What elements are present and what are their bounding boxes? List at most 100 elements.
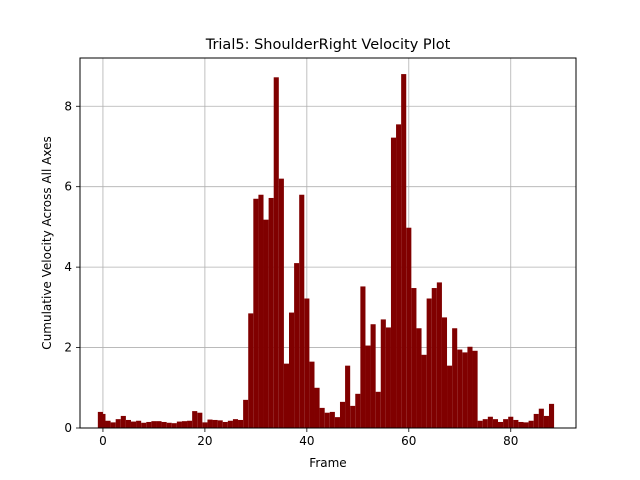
x-tick-label: 80 (503, 434, 518, 448)
y-axis-ticks: 0 2 4 6 8 (64, 99, 80, 435)
bar (426, 298, 432, 428)
bar (136, 420, 142, 428)
bar (503, 419, 509, 428)
bar (141, 422, 147, 428)
bar (263, 219, 269, 428)
bar (227, 420, 233, 428)
bar (151, 421, 157, 428)
bar (161, 421, 167, 428)
bar (294, 263, 300, 428)
bar (436, 282, 442, 428)
bar (538, 408, 544, 428)
x-tick-label: 40 (299, 434, 314, 448)
bar (462, 352, 468, 428)
bar (115, 419, 121, 428)
bar (278, 178, 284, 428)
bar (304, 298, 310, 428)
bar (345, 365, 351, 428)
bar (125, 419, 131, 428)
bar (289, 312, 295, 428)
bar (156, 421, 162, 428)
bar (166, 422, 172, 428)
y-tick-label: 4 (64, 260, 72, 274)
y-tick-label: 6 (64, 180, 72, 194)
bar (283, 363, 290, 428)
bar (457, 349, 463, 428)
bar (309, 361, 315, 428)
bar (268, 197, 274, 428)
bar (452, 328, 458, 428)
bar (253, 198, 259, 428)
x-tick-label: 0 (99, 434, 107, 448)
bar (248, 313, 254, 428)
x-axis-label: Frame (309, 456, 346, 470)
bar (421, 354, 427, 428)
y-tick-label: 2 (64, 341, 72, 355)
bar (487, 416, 493, 428)
bar (171, 423, 177, 428)
bar (238, 419, 244, 428)
bar (533, 413, 539, 428)
bar (324, 412, 330, 428)
y-tick-label: 0 (64, 421, 72, 435)
bar (380, 319, 386, 428)
bar (508, 416, 514, 428)
bar (339, 401, 346, 428)
bar (498, 421, 504, 428)
bar (222, 421, 228, 428)
bar (406, 227, 412, 428)
plot-frame (79, 57, 577, 429)
bar (105, 420, 111, 428)
bar (543, 415, 549, 428)
bar (401, 74, 407, 428)
x-tick-label: 60 (401, 434, 416, 448)
bar (192, 411, 198, 428)
bar (202, 422, 208, 428)
bar (329, 411, 335, 428)
bar (447, 365, 453, 428)
bar (396, 124, 402, 428)
bar (492, 419, 499, 428)
chart-title: Trial5: ShoulderRight Velocity Plot (205, 37, 451, 53)
bar (181, 421, 188, 428)
bar (207, 419, 213, 428)
bar (130, 421, 137, 428)
bar (477, 420, 483, 428)
bar (385, 327, 391, 428)
bar (319, 407, 325, 428)
bar (232, 419, 239, 428)
bar (441, 317, 448, 428)
bar (146, 421, 152, 428)
x-axis-ticks: 0 20 40 60 80 (99, 428, 518, 448)
bar (513, 419, 519, 428)
bar (431, 288, 437, 428)
bar (110, 422, 116, 428)
bar (416, 328, 422, 428)
bar (243, 399, 249, 428)
bar (360, 286, 366, 428)
bar (197, 412, 203, 428)
bar (523, 422, 529, 428)
x-tick-label: 20 (197, 434, 212, 448)
bars (97, 74, 555, 428)
bar (528, 420, 534, 428)
bar (370, 324, 376, 428)
bar (482, 419, 488, 428)
bar (212, 419, 218, 428)
bar (299, 194, 305, 428)
bar (467, 346, 473, 428)
bar (100, 413, 106, 428)
bar (411, 288, 417, 428)
bar (472, 350, 478, 428)
bar (273, 77, 279, 428)
bar (187, 420, 193, 428)
y-axis-label: Cumulative Velocity Across All Axes (40, 136, 54, 349)
bar (365, 345, 371, 428)
bar (334, 417, 340, 428)
bar (350, 405, 356, 428)
bar (375, 391, 381, 428)
bar (518, 421, 524, 428)
bar (548, 403, 555, 428)
